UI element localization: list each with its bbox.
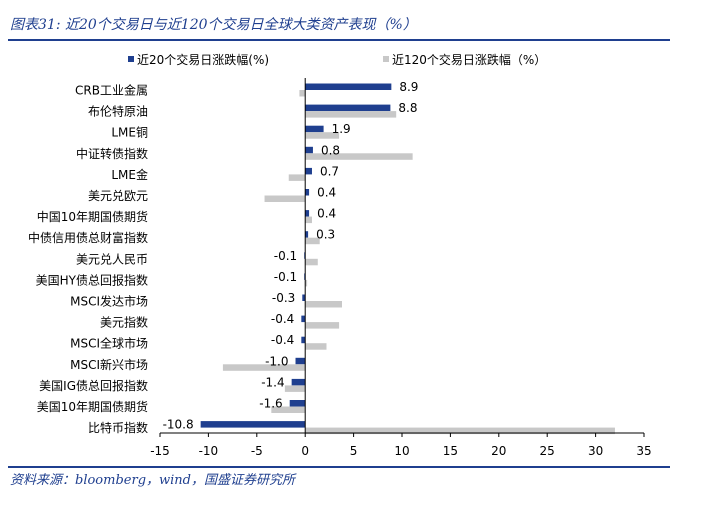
bar-series-1 [289, 400, 306, 407]
source-note: 资料来源：bloomberg，wind，国盛证券研究所 [10, 473, 295, 488]
title-rule [8, 39, 670, 41]
bar-series-1 [301, 336, 306, 344]
bar-series-1 [305, 189, 310, 196]
bar-series-2 [299, 90, 306, 97]
footer-rule [8, 466, 670, 468]
x-tick-label: 35 [636, 444, 651, 458]
data-label-series-1: 0.4 [317, 186, 336, 200]
category-label: 美元兑欧元 [88, 189, 148, 203]
chart-title: 图表31: 近20个交易日与近120个交易日全球大类资产表现（%） [10, 17, 417, 33]
category-label: MSCI新兴市场 [70, 357, 148, 372]
category-label: MSCI发达市场 [70, 294, 148, 309]
x-tick-label: -15 [150, 444, 170, 458]
category-label: 美国10年期国债期货 [37, 399, 148, 414]
bar-series-2 [271, 406, 306, 413]
bar-series-2 [305, 111, 397, 118]
data-label-series-1: 0.7 [320, 164, 339, 178]
bar-series-1 [305, 210, 310, 217]
bar-series-2 [305, 258, 318, 266]
data-label-series-1: -0.4 [271, 333, 294, 347]
category-label: 美国HY债总回报指数 [36, 272, 148, 287]
category-label: CRB工业金属 [75, 83, 148, 98]
x-tick-label: -10 [199, 444, 219, 458]
bar-series-2 [305, 153, 413, 160]
data-label-series-1: -10.8 [163, 418, 194, 432]
category-label: 布伦特原油 [88, 104, 148, 119]
bar-series-2 [284, 385, 306, 392]
legend-label-series-1: 近20个交易日涨跌幅(%) [137, 52, 269, 67]
data-label-series-1: -1.4 [261, 375, 284, 389]
bar-series-1 [302, 294, 306, 301]
category-label: 中债信用债总财富指数 [28, 230, 148, 245]
x-tick-label: 15 [443, 444, 458, 458]
bar-series-1 [200, 421, 306, 428]
category-label: 中国10年期国债期货 [37, 209, 148, 224]
bar-series-2 [305, 132, 340, 139]
bar-series-1 [291, 378, 306, 386]
data-label-series-1: -1.6 [259, 397, 282, 411]
bar-series-2 [288, 174, 306, 181]
x-tick-label: 20 [491, 444, 506, 458]
category-label: 美国IG债总回报指数 [39, 378, 148, 393]
bar-series-1 [305, 125, 324, 133]
x-tick-label: -5 [251, 444, 263, 458]
data-label-series-1: -1.0 [265, 354, 288, 368]
category-label: 比特币指数 [88, 420, 148, 435]
data-label-series-1: 8.9 [399, 80, 418, 94]
category-label: 中证转债指数 [76, 146, 148, 161]
bar-series-2 [305, 237, 320, 245]
bar-series-2 [222, 364, 306, 371]
legend-swatch-series-2 [383, 56, 389, 62]
data-label-series-1: 8.8 [398, 101, 417, 115]
legend-label-series-2: 近120个交易日涨跌幅（%） [392, 52, 546, 67]
category-label: MSCI全球市场 [70, 336, 148, 351]
category-label: 美元兑人民币 [76, 252, 148, 266]
bar-series-1 [305, 146, 313, 154]
bar-series-2 [305, 343, 327, 350]
bar-series-1 [305, 231, 309, 238]
bar-series-2 [264, 195, 306, 202]
bar-series-1 [305, 83, 392, 90]
data-label-series-1: -0.1 [274, 249, 297, 263]
data-label-series-1: -0.3 [272, 291, 295, 305]
bar-series-2 [305, 216, 312, 224]
bar-series-2 [305, 322, 340, 329]
category-label: LME铜 [111, 125, 148, 140]
x-tick-label: 25 [540, 444, 555, 458]
legend-swatch-series-1 [128, 56, 134, 62]
bar-series-1 [305, 167, 312, 175]
bar-series-1 [301, 315, 306, 323]
x-tick-label: 0 [301, 444, 309, 458]
bar-series-2 [305, 301, 342, 308]
data-label-series-1: 0.8 [321, 143, 340, 157]
bar-series-2 [305, 279, 308, 287]
category-label: 美元指数 [100, 315, 148, 330]
bar-series-2 [305, 427, 615, 435]
data-label-series-1: -0.4 [271, 312, 294, 326]
category-label: LME金 [111, 167, 148, 182]
x-tick-label: 5 [350, 444, 358, 458]
bar-series-1 [305, 104, 391, 112]
x-tick-label: 30 [588, 444, 603, 458]
bar-series-1 [295, 357, 306, 365]
x-tick-label: 10 [394, 444, 409, 458]
data-label-series-1: 0.4 [317, 207, 336, 221]
data-label-series-1: -0.1 [274, 270, 297, 284]
data-label-series-1: 1.9 [332, 122, 351, 136]
data-label-series-1: 0.3 [316, 228, 335, 242]
